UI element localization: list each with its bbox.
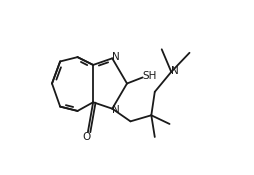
Text: N: N — [112, 52, 120, 62]
Text: O: O — [82, 132, 90, 142]
Text: N: N — [171, 66, 179, 76]
Text: SH: SH — [142, 71, 156, 81]
Text: N: N — [112, 104, 120, 115]
